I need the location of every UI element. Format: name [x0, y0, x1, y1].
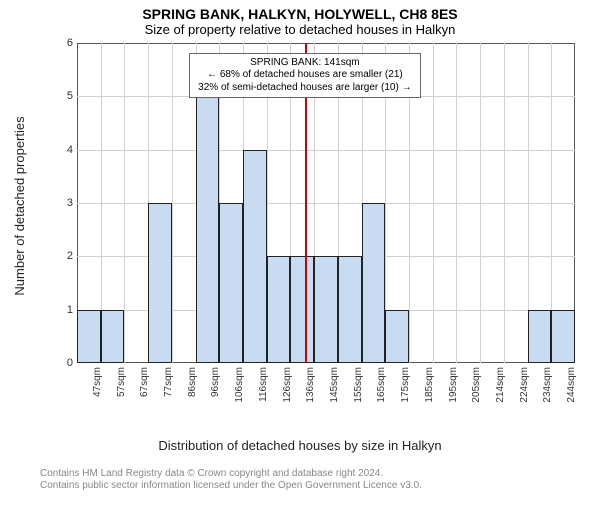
x-tick-label: 244sqm — [566, 367, 577, 403]
x-tick-label: 136sqm — [305, 367, 316, 403]
x-tick-label: 175sqm — [400, 367, 411, 403]
vgridline — [456, 43, 457, 363]
x-tick-label: 145sqm — [329, 367, 340, 403]
attribution-line2: Contains public sector information licen… — [40, 480, 422, 492]
histogram-bar — [219, 203, 243, 363]
histogram-bar — [385, 310, 409, 363]
y-tick-label: 4 — [55, 144, 73, 156]
x-tick-label: 77sqm — [163, 367, 174, 397]
x-tick-label: 86sqm — [187, 367, 198, 397]
annotation-line1: SPRING BANK: 141sqm — [198, 57, 411, 70]
histogram-bar — [77, 310, 101, 363]
x-tick-label: 57sqm — [116, 367, 127, 397]
y-tick-label: 6 — [55, 37, 73, 49]
x-tick-label: 165sqm — [376, 367, 387, 403]
annotation-line3: 32% of semi-detached houses are larger (… — [198, 82, 411, 95]
x-tick-label: 224sqm — [519, 367, 530, 403]
histogram-bar — [290, 256, 314, 363]
histogram-bar — [551, 310, 575, 363]
y-tick-label: 0 — [55, 357, 73, 369]
x-tick-label: 214sqm — [495, 367, 506, 403]
hgridline — [77, 150, 575, 151]
y-tick-label: 3 — [55, 197, 73, 209]
y-tick-label: 5 — [55, 90, 73, 102]
x-tick-label: 106sqm — [234, 367, 245, 403]
vgridline — [433, 43, 434, 363]
chart-main-title: SPRING BANK, HALKYN, HOLYWELL, CH8 8ES — [0, 6, 600, 22]
x-tick-label: 195sqm — [448, 367, 459, 403]
vgridline — [504, 43, 505, 363]
vgridline — [480, 43, 481, 363]
y-tick-label: 2 — [55, 250, 73, 262]
y-tick-label: 1 — [55, 304, 73, 316]
x-tick-label: 126sqm — [282, 367, 293, 403]
histogram-bar — [338, 256, 362, 363]
x-tick-label: 234sqm — [542, 367, 553, 403]
attribution-line1: Contains HM Land Registry data © Crown c… — [40, 468, 422, 480]
attribution-text: Contains HM Land Registry data © Crown c… — [40, 468, 422, 492]
annotation-line2: ← 68% of detached houses are smaller (21… — [198, 69, 411, 82]
x-tick-label: 185sqm — [424, 367, 435, 403]
histogram-bar — [267, 256, 291, 363]
x-tick-label: 116sqm — [258, 367, 269, 402]
y-axis-label: Number of detached properties — [12, 116, 27, 295]
histogram-bar — [528, 310, 552, 363]
x-tick-label: 67sqm — [139, 367, 150, 397]
histogram-bar — [362, 203, 386, 363]
histogram-bar — [148, 203, 172, 363]
x-tick-label: 155sqm — [353, 367, 364, 403]
vgridline — [172, 43, 173, 363]
vgridline — [124, 43, 125, 363]
histogram-bar — [243, 150, 267, 363]
annotation-box: SPRING BANK: 141sqm← 68% of detached hou… — [189, 53, 420, 99]
histogram-bar — [101, 310, 125, 363]
histogram-bar — [314, 256, 338, 363]
chart-container: 012345647sqm57sqm67sqm77sqm86sqm96sqm106… — [55, 43, 575, 403]
histogram-bar — [196, 96, 220, 363]
x-tick-label: 47sqm — [92, 367, 103, 397]
x-tick-label: 96sqm — [210, 367, 221, 397]
chart-sub-title: Size of property relative to detached ho… — [0, 22, 600, 37]
x-axis-label: Distribution of detached houses by size … — [0, 438, 600, 453]
x-tick-label: 205sqm — [471, 367, 482, 403]
